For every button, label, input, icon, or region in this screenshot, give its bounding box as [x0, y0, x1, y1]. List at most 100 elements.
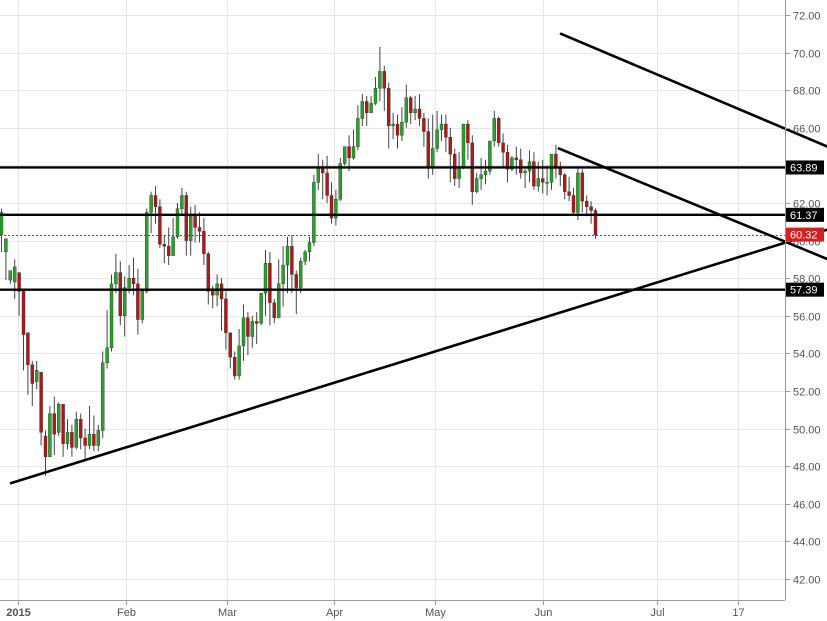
level-label: 63.89: [790, 162, 818, 174]
price-labels: 63.89 61.37 57.39 60.32: [786, 160, 824, 297]
candle-body: [87, 434, 92, 446]
candle-body: [422, 118, 426, 132]
candle-body: [241, 317, 246, 347]
candle-body: [483, 170, 488, 175]
candle-body: [272, 302, 276, 318]
candle-body: [100, 362, 105, 431]
candle-body: [184, 195, 189, 241]
candle-body: [567, 191, 571, 196]
x-tick-label: Feb: [117, 607, 136, 619]
candle-body: [180, 195, 184, 209]
candle-body: [96, 430, 101, 446]
y-tick-label: 58.00: [793, 274, 821, 286]
candle-body: [356, 118, 360, 147]
candle-body: [365, 101, 369, 113]
candle-body: [39, 372, 43, 433]
candle-body: [457, 167, 461, 179]
candle-body: [78, 419, 83, 439]
candle-body: [57, 403, 61, 433]
y-tick-label: 46.00: [793, 500, 821, 512]
y-tick-label: 66.00: [793, 124, 821, 136]
candle-body: [254, 321, 259, 324]
candle-body: [461, 123, 466, 168]
candle-body: [395, 123, 400, 136]
candle-body: [545, 182, 549, 184]
candle-body: [492, 118, 496, 142]
candle-body: [153, 195, 158, 207]
candle-body: [343, 146, 347, 164]
candle-body: [585, 200, 589, 207]
candle-body: [426, 131, 430, 168]
candle-body: [224, 298, 228, 333]
candle-body: [329, 195, 334, 219]
candle-body: [21, 291, 26, 335]
candle-body: [228, 332, 233, 358]
level-label-box: [786, 160, 824, 175]
candle-body: [140, 291, 145, 320]
trendline: [557, 147, 827, 261]
y-tick-label: 70.00: [793, 49, 821, 61]
y-tick-label: 56.00: [793, 312, 821, 324]
candle-body: [263, 262, 268, 294]
candle-body: [369, 103, 373, 113]
candle-body: [52, 413, 56, 435]
candle-body: [501, 142, 505, 153]
level-label: 57.39: [790, 285, 818, 297]
candle-body: [299, 261, 303, 288]
candle-body: [109, 283, 114, 348]
candle-body: [510, 157, 514, 170]
candle-body: [250, 321, 255, 337]
candle-body: [175, 208, 180, 238]
candle-body: [43, 435, 48, 457]
candle-body: [83, 437, 87, 446]
candle-body: [312, 182, 316, 243]
candle-body: [105, 347, 109, 364]
candle-body: [571, 195, 576, 213]
candle-body: [378, 71, 382, 89]
candle-body: [48, 413, 52, 457]
candle-body: [61, 403, 65, 444]
candle-body: [435, 129, 439, 149]
candle-body: [277, 283, 281, 318]
candle-body: [475, 178, 479, 192]
y-tick-label: 42.00: [793, 575, 821, 587]
candle-body: [439, 123, 444, 130]
candle-body: [307, 242, 312, 253]
y-tick-label: 62.00: [793, 199, 821, 211]
candle-body: [237, 345, 241, 377]
candle-body: [536, 178, 540, 187]
candle-body: [118, 272, 123, 316]
candle-body: [202, 230, 206, 254]
candle-body: [373, 88, 378, 104]
candle-body: [131, 278, 136, 285]
x-axis: 2015 Feb Mar Apr May Jun Jul 17: [6, 600, 745, 619]
candle-body: [136, 283, 140, 320]
x-tick-label: 17: [732, 607, 744, 619]
candle-body: [127, 278, 131, 288]
last-price-label: 60.32: [790, 230, 818, 242]
candle-body: [532, 161, 536, 187]
candle-body: [35, 370, 39, 382]
candle-body: [466, 123, 470, 144]
level-label-box: [786, 207, 824, 222]
trendline: [559, 32, 827, 148]
candle-body: [281, 264, 285, 285]
candle-body: [303, 251, 307, 262]
level-label-box: [786, 282, 824, 297]
candle-body: [4, 238, 8, 253]
candle-body: [479, 174, 483, 179]
candle-body: [351, 146, 356, 159]
candle-body: [219, 283, 224, 300]
candle-body: [382, 71, 386, 89]
candle-body: [70, 432, 74, 448]
x-tick-label: May: [425, 607, 446, 619]
candle-body: [505, 152, 510, 170]
candle-body: [580, 172, 584, 202]
candle-body: [166, 246, 171, 256]
candle-body: [158, 206, 162, 245]
candle-body: [404, 97, 408, 123]
candle-body: [413, 108, 417, 113]
candle-body: [325, 172, 329, 196]
candle-body: [162, 244, 167, 247]
candle-body: [0, 212, 4, 236]
